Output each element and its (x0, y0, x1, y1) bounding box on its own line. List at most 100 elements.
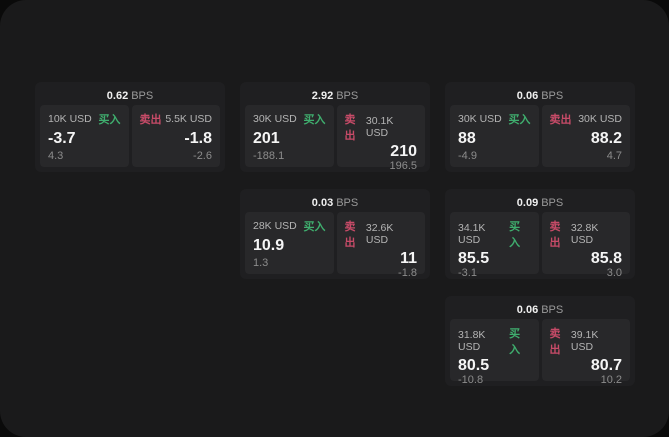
quote-subpanels: 28K USD 买入 10.9 1.3 卖出 32.6K USD 11 -1.8 (245, 212, 425, 279)
card-header: 0.06 BPS (450, 87, 630, 105)
buy-price: -3.7 (48, 130, 76, 147)
sell-quote-panel[interactable]: 卖出 39.1K USD 80.7 10.2 (541, 319, 630, 386)
buy-amount: 30K USD (253, 113, 297, 125)
buy-delta: -3.1 (458, 267, 477, 279)
sell-amount: 30.1K USD (365, 115, 394, 139)
buy-amount: 10K USD (48, 113, 92, 125)
card-header: 2.92 BPS (245, 87, 425, 105)
quote-card: 0.62 BPS 10K USD 买入 -3.7 4.3 卖出 5.5K USD … (35, 82, 225, 172)
quote-card: 2.92 BPS 30K USD 买入 201 -188.1 卖出 30.1K U… (240, 82, 430, 172)
buy-delta: 1.3 (253, 257, 269, 269)
buy-panel-top: 30K USD 买入 (253, 111, 326, 127)
sell-side-label: 卖出 (549, 328, 561, 356)
sell-quote-panel[interactable]: 卖出 30.1K USD 210 196.5 (336, 105, 425, 172)
buy-price: 88 (458, 130, 476, 147)
sell-quote-panel[interactable]: 卖出 5.5K USD -1.8 -2.6 (131, 105, 220, 167)
sell-delta: 196.5 (389, 160, 417, 172)
buy-side-label: 买入 (303, 114, 326, 126)
sell-delta: 10.2 (600, 374, 622, 386)
buy-amount: 31.8K USD (458, 329, 486, 353)
buy-delta: -4.9 (458, 150, 477, 162)
sell-price: 11 (400, 250, 417, 267)
buy-side-label: 买入 (509, 221, 521, 249)
card-header: 0.62 BPS (40, 87, 220, 105)
buy-side-label: 买入 (508, 114, 531, 126)
bps-unit-label: BPS (541, 197, 564, 209)
bps-unit-label: BPS (131, 90, 154, 102)
buy-quote-panel[interactable]: 30K USD 买入 201 -188.1 (245, 105, 334, 167)
buy-price: 10.9 (253, 237, 285, 254)
sell-panel-top: 卖出 5.5K USD (140, 111, 213, 127)
quote-subpanels: 30K USD 买入 201 -188.1 卖出 30.1K USD 210 1… (245, 105, 425, 172)
bps-value: 0.03 (311, 197, 334, 209)
sell-panel-top: 卖出 39.1K USD (550, 325, 623, 357)
buy-quote-panel[interactable]: 28K USD 买入 10.9 1.3 (245, 212, 334, 274)
card-header: 0.09 BPS (450, 194, 630, 212)
buy-delta: -188.1 (253, 150, 285, 162)
buy-panel-top: 30K USD 买入 (458, 111, 531, 127)
buy-amount: 34.1K USD (458, 222, 486, 246)
sell-amount: 30K USD (578, 113, 622, 125)
buy-delta: -10.8 (458, 374, 484, 386)
buy-amount: 28K USD (253, 220, 297, 232)
bps-value: 0.06 (516, 304, 539, 316)
quote-card: 0.09 BPS 34.1K USD 买入 85.5 -3.1 卖出 32.8K … (445, 189, 635, 279)
sell-quote-panel[interactable]: 卖出 32.6K USD 11 -1.8 (336, 212, 425, 279)
buy-quote-panel[interactable]: 31.8K USD 买入 80.5 -10.8 (450, 319, 539, 386)
sell-side-label: 卖出 (139, 114, 162, 126)
buy-panel-top: 10K USD 买入 (48, 111, 121, 127)
buy-side-label: 买入 (303, 221, 326, 233)
card-header: 0.03 BPS (245, 194, 425, 212)
quote-card: 0.06 BPS 30K USD 买入 88 -4.9 卖出 30K USD 88… (445, 82, 635, 172)
sell-amount: 32.8K USD (570, 222, 599, 246)
bps-unit-label: BPS (541, 304, 564, 316)
sell-panel-top: 卖出 32.8K USD (550, 218, 623, 250)
bps-unit-label: BPS (541, 90, 564, 102)
bps-value: 2.92 (311, 90, 334, 102)
sell-quote-panel[interactable]: 卖出 30K USD 88.2 4.7 (541, 105, 630, 167)
bps-value: 0.09 (516, 197, 539, 209)
buy-amount: 30K USD (458, 113, 502, 125)
sell-quote-panel[interactable]: 卖出 32.8K USD 85.8 3.0 (541, 212, 630, 279)
buy-price: 80.5 (458, 357, 490, 374)
buy-quote-panel[interactable]: 34.1K USD 买入 85.5 -3.1 (450, 212, 539, 279)
buy-panel-top: 34.1K USD 买入 (458, 218, 531, 250)
quote-card: 0.06 BPS 31.8K USD 买入 80.5 -10.8 卖出 39.1K… (445, 296, 635, 386)
sell-delta: -1.8 (398, 267, 417, 279)
buy-side-label: 买入 (509, 328, 521, 356)
buy-price: 201 (253, 130, 280, 147)
sell-side-label: 卖出 (549, 221, 561, 249)
quote-subpanels: 30K USD 买入 88 -4.9 卖出 30K USD 88.2 4.7 (450, 105, 630, 167)
sell-price: 80.7 (590, 357, 622, 374)
bps-value: 0.06 (516, 90, 539, 102)
buy-quote-panel[interactable]: 10K USD 买入 -3.7 4.3 (40, 105, 129, 167)
sell-price: 85.8 (590, 250, 622, 267)
sell-delta: -2.6 (193, 150, 212, 162)
sell-panel-top: 卖出 30K USD (550, 111, 623, 127)
quote-card: 0.03 BPS 28K USD 买入 10.9 1.3 卖出 32.6K USD… (240, 189, 430, 279)
buy-panel-top: 28K USD 买入 (253, 218, 326, 234)
sell-amount: 32.6K USD (365, 222, 394, 246)
sell-panel-top: 卖出 32.6K USD (345, 218, 418, 250)
bps-value: 0.62 (106, 90, 129, 102)
buy-price: 85.5 (458, 250, 490, 267)
quote-subpanels: 31.8K USD 买入 80.5 -10.8 卖出 39.1K USD 80.… (450, 319, 630, 386)
card-header: 0.06 BPS (450, 301, 630, 319)
sell-price: -1.8 (184, 130, 212, 147)
bps-unit-label: BPS (336, 90, 359, 102)
quote-subpanels: 10K USD 买入 -3.7 4.3 卖出 5.5K USD -1.8 -2.… (40, 105, 220, 167)
sell-side-label: 卖出 (344, 114, 356, 142)
buy-quote-panel[interactable]: 30K USD 买入 88 -4.9 (450, 105, 539, 167)
sell-amount: 39.1K USD (570, 329, 599, 353)
quote-subpanels: 34.1K USD 买入 85.5 -3.1 卖出 32.8K USD 85.8… (450, 212, 630, 279)
sell-side-label: 卖出 (549, 114, 572, 126)
buy-panel-top: 31.8K USD 买入 (458, 325, 531, 357)
sell-amount: 5.5K USD (165, 113, 212, 125)
sell-price: 88.2 (590, 130, 622, 147)
sell-panel-top: 卖出 30.1K USD (345, 111, 418, 143)
buy-side-label: 买入 (98, 114, 121, 126)
buy-delta: 4.3 (48, 150, 64, 162)
bps-unit-label: BPS (336, 197, 359, 209)
